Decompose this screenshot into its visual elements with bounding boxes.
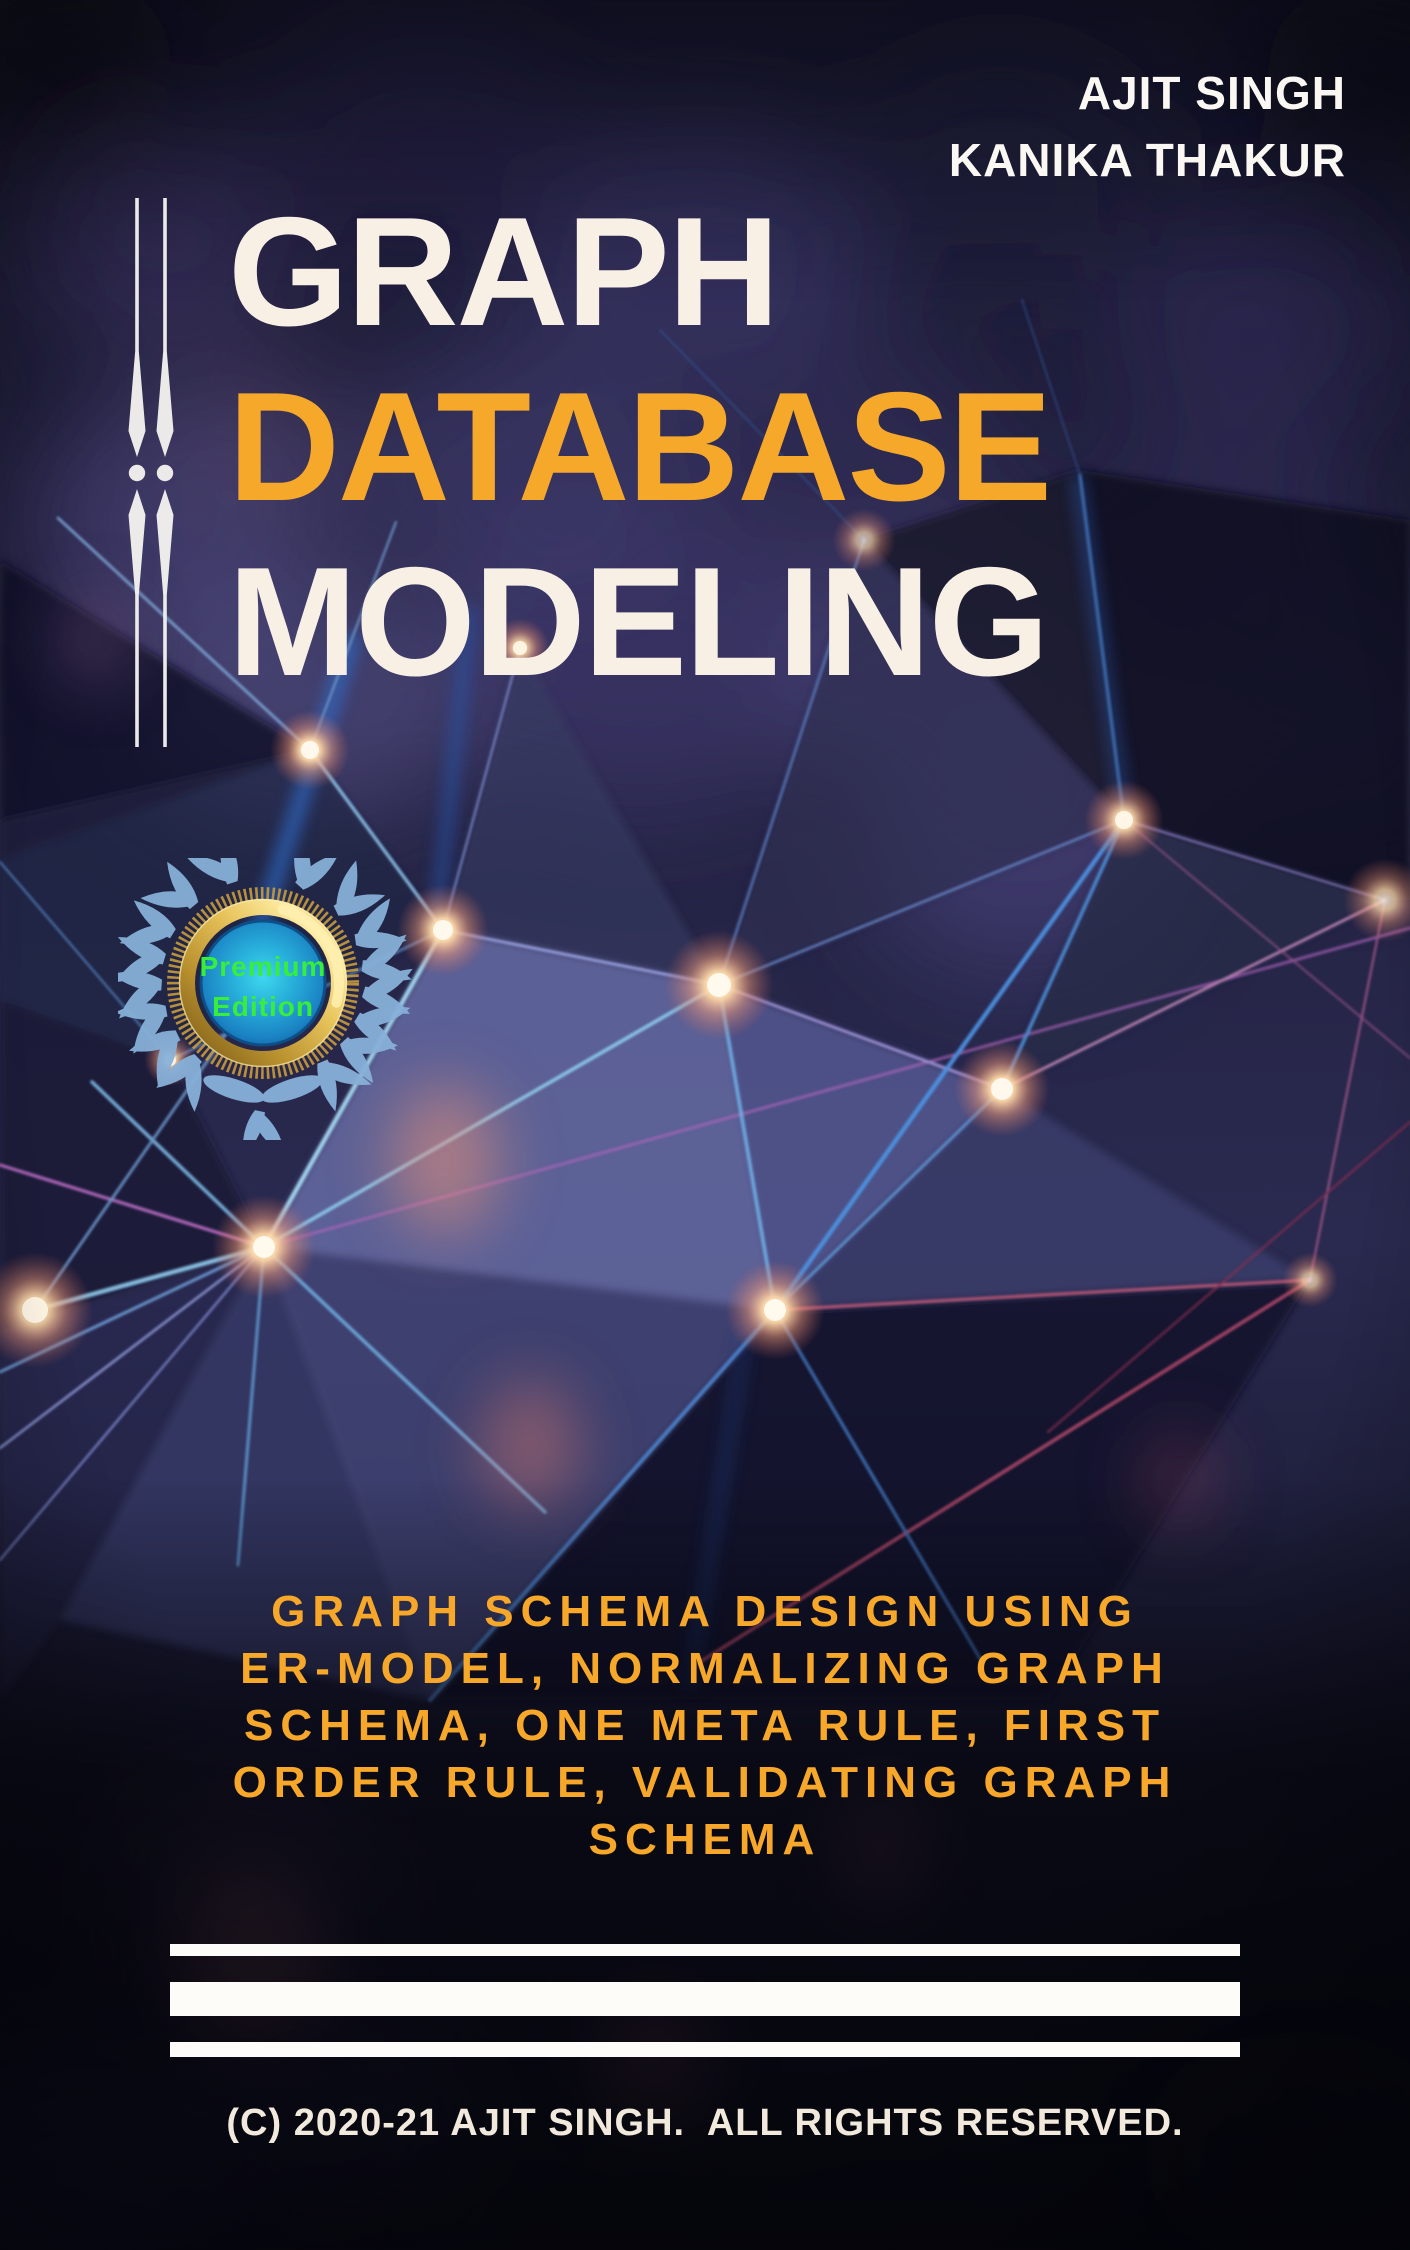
badge-text-line2: Edition: [212, 991, 314, 1022]
subtitle: GRAPH SCHEMA DESIGN USING ER-MODEL, NORM…: [0, 1583, 1410, 1868]
author-name-1: AJIT SINGH: [1077, 67, 1346, 119]
title-line-graph: GRAPH: [228, 185, 780, 358]
gold-medal-icon: Premium Edition: [167, 887, 359, 1079]
author-names: AJIT SINGH KANIKA THAKUR: [949, 60, 1346, 194]
copyright-line: (C) 2020-21 AJIT SINGH. ALL RIGHTS RESER…: [226, 2102, 1184, 2144]
title-line-modeling: MODELING: [228, 535, 1049, 708]
book-title: GRAPH DATABASE MODELING: [228, 184, 1052, 709]
premium-edition-badge: Premium Edition: [118, 858, 418, 1140]
spindle-ornament-icon: [128, 198, 174, 747]
author-name-2: KANIKA THAKUR: [948, 134, 1346, 186]
badge-text-line1: Premium: [200, 951, 327, 982]
subtitle-line: GRAPH SCHEMA DESIGN USING: [271, 1587, 1139, 1636]
divider-bar-thick: [170, 1982, 1240, 2016]
subtitle-line: SCHEMA, ONE META RULE, FIRST: [244, 1701, 1166, 1750]
laurel-wreath-icon: [118, 858, 418, 1140]
subtitle-line: ER-MODEL, NORMALIZING GRAPH: [240, 1644, 1170, 1693]
subtitle-line: SCHEMA: [588, 1815, 822, 1864]
divider-bars: [170, 1944, 1240, 2057]
subtitle-line: ORDER RULE, VALIDATING GRAPH: [232, 1758, 1178, 1807]
title-line-database: DATABASE: [228, 360, 1052, 533]
divider-bar-thin2: [170, 2042, 1240, 2057]
divider-bar-thin: [170, 1944, 1240, 1956]
